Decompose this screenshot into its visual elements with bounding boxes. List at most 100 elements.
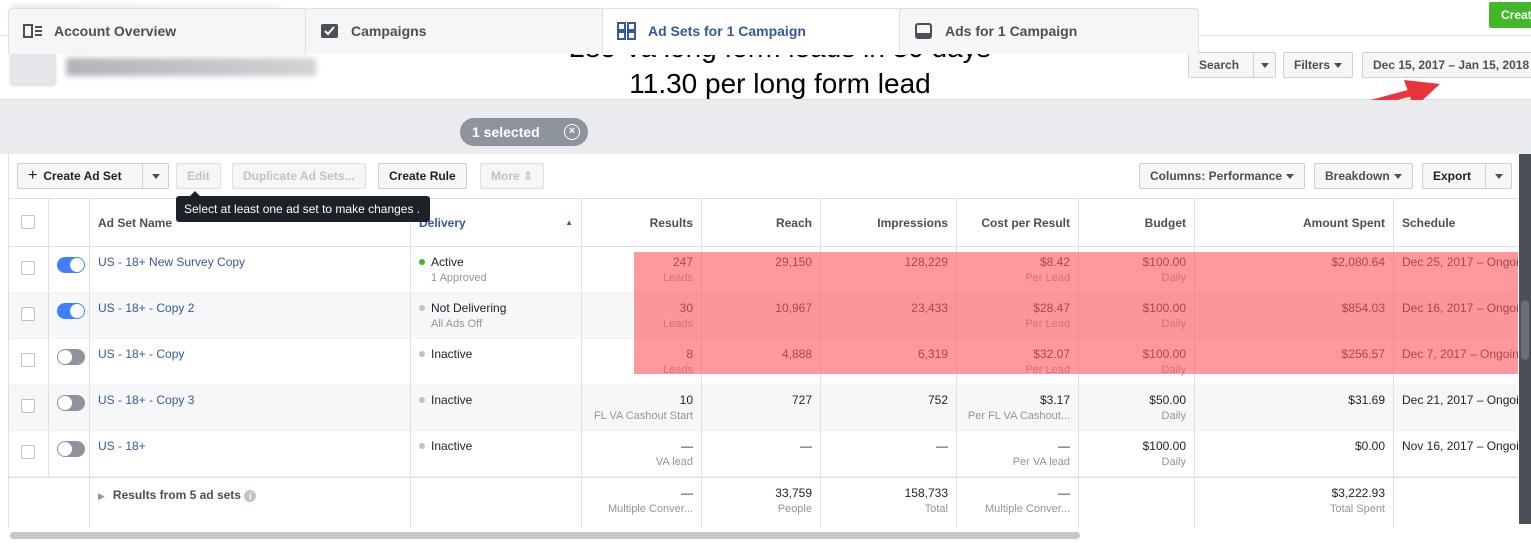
account-overview-icon <box>23 24 42 38</box>
col-cost-per-result[interactable]: Cost per Result <box>957 199 1079 246</box>
delivery-cell: Inactive <box>411 339 582 384</box>
ad-set-name-link[interactable]: US - 18+ - Copy 3 <box>98 393 195 407</box>
row-select-cell <box>9 431 49 476</box>
col-reach[interactable]: Reach <box>702 199 821 246</box>
tab-ad-sets[interactable]: Ad Sets for 1 Campaign <box>602 8 906 55</box>
ad-set-name-link[interactable]: US - 18+ - Copy 2 <box>98 301 195 315</box>
cpr-sub: Per VA lead <box>1012 456 1070 468</box>
col-impressions[interactable]: Impressions <box>821 199 957 246</box>
export-button[interactable]: Export <box>1422 163 1512 189</box>
row-checkbox[interactable] <box>21 399 35 413</box>
status-dot-icon <box>419 351 425 357</box>
create-ad-set-button[interactable]: + Create Ad Set <box>17 163 169 189</box>
row-select-cell <box>9 293 49 338</box>
date-range-picker[interactable]: Dec 15, 2017 – Jan 15, 2018 <box>1362 52 1531 78</box>
table-row[interactable]: US - 18+ - Copy 3 Inactive 10 FL VA Cashout… <box>9 385 1518 431</box>
toggle-switch[interactable] <box>57 257 85 273</box>
create-ad-set-dropdown[interactable] <box>142 164 168 188</box>
delivery-sub: All Ads Off <box>431 318 483 330</box>
spent-value: $31.69 <box>1348 393 1385 407</box>
toggle-header-cell <box>49 199 90 246</box>
tab-account-overview[interactable]: Account Overview <box>8 8 308 54</box>
delivery-cell: Inactive <box>411 431 582 476</box>
ad-set-name-link[interactable]: US - 18+ - Copy <box>98 347 185 361</box>
columns-button[interactable]: Columns: Performance <box>1139 163 1306 189</box>
toggle-knob <box>58 442 72 456</box>
row-checkbox[interactable] <box>21 261 35 275</box>
create-ad-set-label: Create Ad Set <box>43 169 122 183</box>
select-all-checkbox[interactable] <box>21 215 35 229</box>
impressions-cell: — <box>821 431 957 476</box>
duplicate-ad-sets-button[interactable]: Duplicate Ad Sets... <box>232 163 366 189</box>
budget-sub: Daily <box>1161 410 1186 422</box>
row-checkbox[interactable] <box>21 445 35 459</box>
ad-set-name-link[interactable]: US - 18+ <box>98 439 146 453</box>
budget-sub: Daily <box>1161 456 1186 468</box>
toggle-switch[interactable] <box>57 349 85 365</box>
row-checkbox[interactable] <box>21 307 35 321</box>
col-budget[interactable]: Budget <box>1079 199 1195 246</box>
status-dot-icon <box>419 397 425 403</box>
row-toggle-cell <box>49 247 90 292</box>
ad-set-name-cell: US - 18+ New Survey Copy <box>90 247 411 292</box>
info-icon[interactable]: i <box>244 490 257 502</box>
col-schedule[interactable]: Schedule <box>1402 216 1456 230</box>
col-name[interactable]: Ad Set Name <box>90 199 411 246</box>
search-button[interactable]: Search <box>1188 52 1276 78</box>
vertical-scrollbar-thumb[interactable] <box>1521 300 1529 360</box>
chevron-down-icon <box>1260 63 1269 69</box>
more-button[interactable]: More ⇕ <box>480 163 545 189</box>
tab-ads[interactable]: Ads for 1 Campaign <box>899 8 1199 54</box>
row-checkbox[interactable] <box>21 353 35 367</box>
account-avatar[interactable] <box>10 52 56 86</box>
reach-value: 727 <box>791 393 812 407</box>
col-amount-spent[interactable]: Amount Spent <box>1195 199 1394 246</box>
col-results[interactable]: Results <box>582 199 702 246</box>
search-label: Search <box>1199 58 1240 72</box>
search-dropdown[interactable] <box>1253 53 1275 77</box>
status-dot-icon <box>419 305 425 311</box>
toggle-switch[interactable] <box>57 441 85 457</box>
delivery-status: Inactive <box>431 347 473 361</box>
breakdown-label: Breakdown <box>1325 169 1390 183</box>
toggle-switch[interactable] <box>57 303 85 319</box>
chevron-down-icon <box>151 174 160 180</box>
totals-impressions-sub: Total <box>924 503 948 515</box>
delivery-cell: Active 1 Approved <box>411 247 582 292</box>
campaigns-icon <box>321 24 338 38</box>
chevron-down-icon <box>1286 174 1295 180</box>
cpr-cell: — Per VA lead <box>957 431 1079 476</box>
export-dropdown[interactable] <box>1485 164 1511 188</box>
breakdown-button[interactable]: Breakdown <box>1314 163 1413 189</box>
toggle-switch[interactable] <box>57 395 85 411</box>
create-rule-button[interactable]: Create Rule <box>378 163 467 189</box>
budget-cell: $100.00 Daily <box>1079 431 1195 476</box>
tab-label: Account Overview <box>54 23 177 39</box>
totals-spent-sub: Total Spent <box>1329 503 1385 515</box>
toolbar: + Create Ad Set Edit Duplicate Ad Sets...… <box>8 154 1518 198</box>
delivery-sub: 1 Approved <box>431 272 487 284</box>
chevron-down-icon <box>1494 174 1503 180</box>
totals-spent: $3,222.93 <box>1331 486 1385 500</box>
close-icon[interactable]: × <box>564 124 580 140</box>
create-button[interactable]: Create <box>1489 2 1531 28</box>
impressions-cell: 752 <box>821 385 957 430</box>
schedule-value: Dec 21, 2017 – Ongoing <box>1402 393 1518 407</box>
ad-set-name-link[interactable]: US - 18+ New Survey Copy <box>98 255 246 269</box>
selected-pill[interactable]: 1 selected × <box>460 118 588 146</box>
impressions-value: 752 <box>927 393 948 407</box>
table-row[interactable]: US - 18+ Inactive — VA lead — — — Per VA lead $1… <box>9 431 1518 477</box>
chevron-right-icon[interactable]: ▶ <box>98 491 105 501</box>
col-delivery[interactable]: Delivery ▲ <box>411 199 582 246</box>
cpr-cell: $3.17 Per FL VA Cashout... <box>957 385 1079 430</box>
reach-value: — <box>800 439 812 453</box>
edit-button[interactable]: Edit <box>176 163 221 189</box>
delivery-cell: Inactive <box>411 385 582 430</box>
totals-results-sub: Multiple Conver... <box>608 503 693 515</box>
tab-campaigns[interactable]: Campaigns <box>305 8 605 54</box>
totals-results: — <box>681 486 693 500</box>
row-select-cell <box>9 247 49 292</box>
horizontal-scrollbar[interactable] <box>10 532 1080 539</box>
reach-cell: — <box>702 431 821 476</box>
filters-button[interactable]: Filters <box>1283 52 1354 78</box>
